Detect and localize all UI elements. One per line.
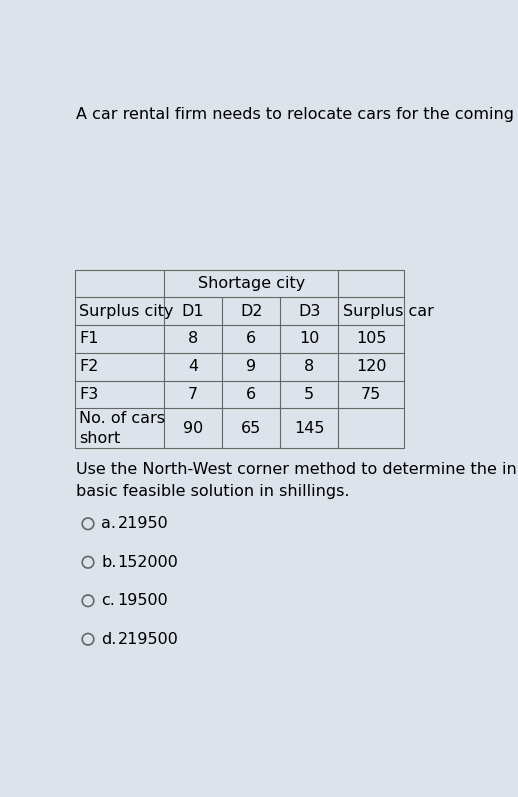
- Text: Use the North-West corner method to determine the initia
basic feasible solution: Use the North-West corner method to dete…: [76, 462, 518, 499]
- Text: 75: 75: [361, 387, 381, 402]
- Text: 65: 65: [241, 421, 261, 436]
- Text: 105: 105: [356, 332, 386, 347]
- Text: d.: d.: [101, 632, 117, 646]
- Text: 10: 10: [299, 332, 320, 347]
- Text: Surplus city: Surplus city: [79, 304, 174, 319]
- Text: 19500: 19500: [118, 593, 168, 608]
- Text: 152000: 152000: [118, 555, 178, 570]
- Text: F3: F3: [79, 387, 99, 402]
- Text: D2: D2: [240, 304, 263, 319]
- Text: F2: F2: [79, 359, 99, 374]
- Text: A car rental firm needs to relocate cars for the coming month. Three of the citi: A car rental firm needs to relocate cars…: [76, 107, 518, 122]
- Text: 21950: 21950: [118, 516, 168, 532]
- Text: Surplus car: Surplus car: [343, 304, 434, 319]
- Text: 145: 145: [294, 421, 324, 436]
- Text: 219500: 219500: [118, 632, 178, 646]
- Text: 120: 120: [356, 359, 386, 374]
- Text: 7: 7: [188, 387, 198, 402]
- Text: 8: 8: [304, 359, 314, 374]
- Text: 90: 90: [183, 421, 203, 436]
- Bar: [75, 270, 404, 448]
- Text: D1: D1: [182, 304, 204, 319]
- Text: F1: F1: [79, 332, 99, 347]
- Text: Shortage city: Shortage city: [197, 277, 305, 292]
- Text: a.: a.: [101, 516, 116, 532]
- Text: 8: 8: [188, 332, 198, 347]
- Text: c.: c.: [101, 593, 115, 608]
- Text: 4: 4: [188, 359, 198, 374]
- Text: 9: 9: [246, 359, 256, 374]
- Text: 5: 5: [304, 387, 314, 402]
- Text: 6: 6: [246, 332, 256, 347]
- Text: No. of cars
short: No. of cars short: [79, 411, 165, 446]
- Text: b.: b.: [101, 555, 117, 570]
- Text: 6: 6: [246, 387, 256, 402]
- Text: D3: D3: [298, 304, 321, 319]
